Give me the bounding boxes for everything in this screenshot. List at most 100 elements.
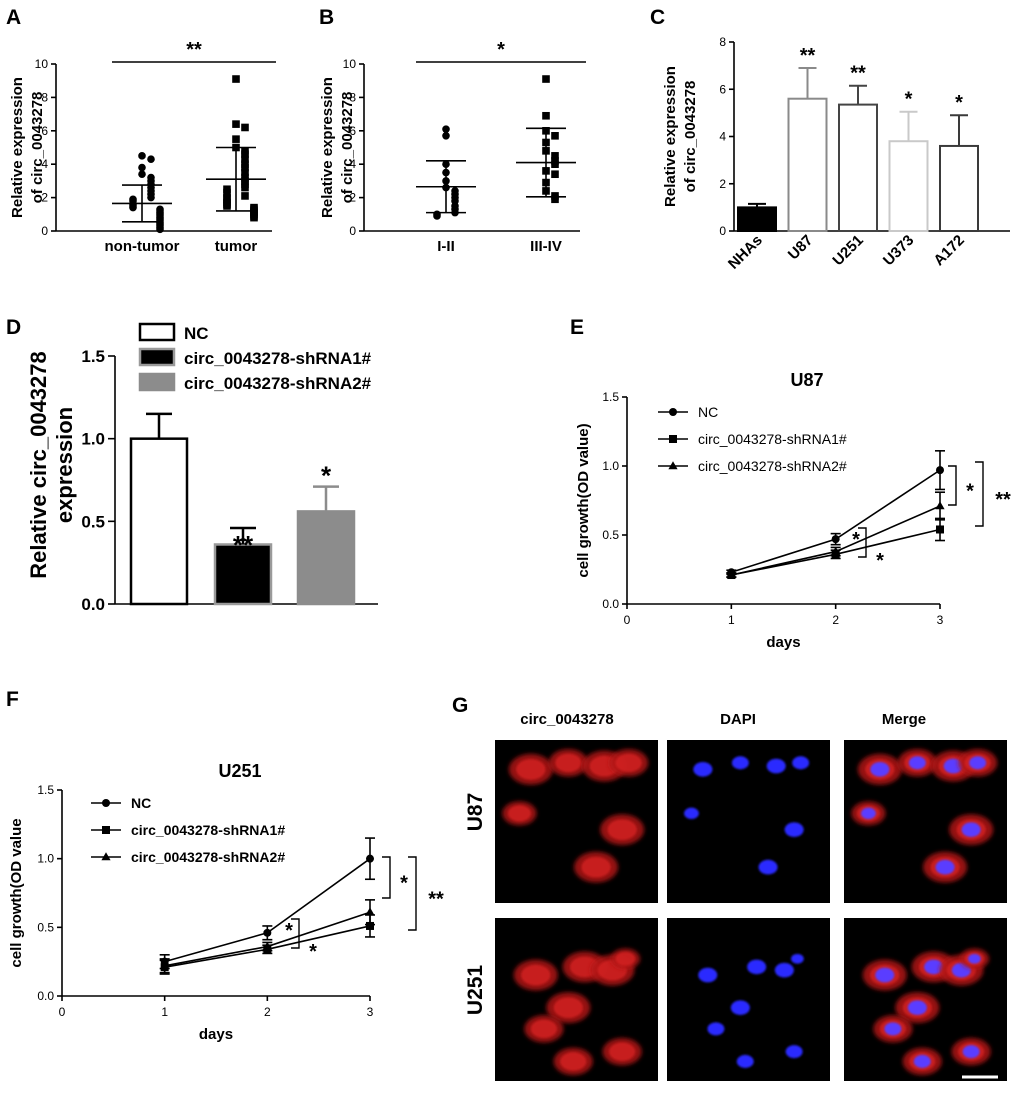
y-tick-label: 0.5 <box>602 528 619 542</box>
data-point <box>936 466 944 475</box>
significance-bracket <box>858 527 867 558</box>
data-point <box>232 120 240 128</box>
nucleus-stain <box>884 1022 902 1036</box>
y-tick-label: 0.0 <box>602 597 619 611</box>
nucleus-stain <box>707 1022 725 1036</box>
x-tick-label: A172 <box>930 232 967 269</box>
data-point <box>138 152 146 160</box>
y-axis-label: cell growth(OD value <box>8 818 25 967</box>
data-point <box>542 111 550 120</box>
cell-stain <box>560 1052 587 1071</box>
y-axis-label: Relative circ_0043278 <box>26 351 51 579</box>
y-tick-label: 0.0 <box>37 989 54 1003</box>
data-point <box>831 535 840 544</box>
nucleus-stain <box>791 953 804 964</box>
y-tick-label: 10 <box>343 57 357 71</box>
data-point <box>551 195 559 204</box>
y-tick-label: 0.5 <box>81 512 105 531</box>
data-point <box>442 125 450 133</box>
nucleus-stain <box>875 967 895 983</box>
data-point <box>101 852 111 861</box>
x-axis-label: days <box>766 634 800 651</box>
significance-mark: * <box>905 89 913 111</box>
cell-stain <box>615 753 642 772</box>
nucleus-stain <box>684 807 699 820</box>
y-tick-label: 2 <box>349 191 356 205</box>
data-point <box>726 570 736 579</box>
cell-stain <box>609 1042 636 1061</box>
data-point <box>147 193 155 202</box>
y-tick-label: 1.5 <box>37 783 54 797</box>
micrograph-row-label: U87 <box>464 793 487 832</box>
y-tick-label: 1.0 <box>37 852 54 866</box>
micrograph-image <box>667 918 830 1081</box>
data-point <box>831 546 841 555</box>
nucleus-stain <box>962 1045 980 1059</box>
x-axis-label: days <box>199 1026 233 1043</box>
chart-c: 0 2 4 6 8 Relative expression of circ_0043278 N… <box>662 35 1010 273</box>
significance-mark: ** <box>850 63 866 85</box>
significance-mark: ** <box>995 489 1011 511</box>
data-point <box>138 170 146 179</box>
cell-stain <box>530 1019 557 1038</box>
cell-stain <box>553 997 584 1018</box>
y-tick-label: 2 <box>719 177 726 191</box>
cell-stain <box>521 964 551 986</box>
significance-mark: * <box>966 481 974 503</box>
significance-mark: * <box>852 529 860 551</box>
significance-mark: ** <box>233 530 254 560</box>
y-tick-label: 1.5 <box>81 347 105 366</box>
data-point <box>263 928 272 937</box>
bar <box>737 206 777 232</box>
x-tick-label: 2 <box>264 1005 271 1019</box>
chart-e: 0.0 0.5 1.0 1.5 0 1 2 3 U87 days cell growth(OD va… <box>575 370 1011 651</box>
legend-swatch <box>138 347 176 367</box>
nucleus-stain <box>785 1045 803 1059</box>
significance-mark: ** <box>186 39 202 61</box>
x-tick-label: 3 <box>367 1005 374 1019</box>
data-point <box>669 408 677 416</box>
panel-letter-e: E <box>570 316 584 339</box>
data-point <box>542 75 550 83</box>
significance-mark: * <box>285 920 293 942</box>
y-axis-label: Relative expression <box>319 77 336 218</box>
data-point <box>935 501 945 510</box>
x-tick-label: NHAs <box>725 232 766 273</box>
y-tick-label: 6 <box>719 82 726 96</box>
chart-d: 0.0 0.5 1.0 1.5 Relative circ_0043278 express… <box>26 322 378 614</box>
chart-b: 0 2 4 6 8 10 Relative expression of circ_004327… <box>319 39 586 255</box>
nucleus-stain <box>924 959 944 975</box>
cell-stain <box>508 805 531 822</box>
chart-title: U251 <box>218 761 261 781</box>
y-tick-label: 1.0 <box>602 459 619 473</box>
chart-f: 0.0 0.5 1.0 1.5 0 1 2 3 U251 days cell growth(OD v… <box>8 761 444 1043</box>
panel-letter-a: A <box>6 6 21 29</box>
nucleus-stain <box>758 859 778 875</box>
legend-label: circ_0043278-shRNA2# <box>131 849 285 865</box>
data-point <box>129 203 137 212</box>
data-point <box>232 75 240 83</box>
significance-mark: * <box>497 39 505 61</box>
y-axis-label: cell growth(OD value) <box>575 423 592 577</box>
y-tick-label: 4 <box>719 130 726 144</box>
y-axis-label: of circ_0043278 <box>682 81 699 193</box>
data-point <box>551 160 559 168</box>
significance-bracket <box>975 461 984 527</box>
y-axis-label: of circ_0043278 <box>29 92 46 204</box>
x-tick-label: U251 <box>829 232 866 269</box>
significance-mark: * <box>400 873 408 895</box>
micrograph-grid <box>495 740 1007 1081</box>
data-point <box>138 163 146 172</box>
y-tick-label: 6 <box>41 124 48 138</box>
y-tick-label: 2 <box>41 191 48 205</box>
significance-bracket <box>408 856 417 931</box>
x-tick-label: 3 <box>937 613 944 627</box>
nucleus-stain <box>943 758 963 774</box>
nucleus-stain <box>730 1000 750 1015</box>
nucleus-stain <box>969 756 987 770</box>
x-tick-label: U373 <box>880 232 917 269</box>
y-tick-label: 10 <box>35 57 49 71</box>
nucleus-stain <box>736 1054 754 1068</box>
x-tick-label: 0 <box>624 613 631 627</box>
panel-letter-d: D <box>6 316 21 339</box>
